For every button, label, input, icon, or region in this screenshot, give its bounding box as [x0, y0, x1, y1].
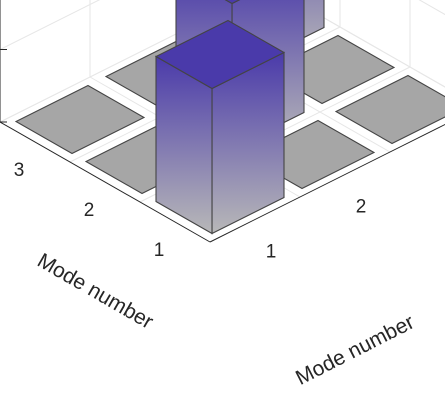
- y-tick-label: 1: [154, 240, 165, 261]
- x-tick-label: 1: [266, 242, 277, 263]
- bar-zero-1-3: [334, 74, 445, 145]
- y-tick-label: 2: [84, 200, 95, 221]
- axes: [0, 0, 445, 243]
- y-tick-label: 3: [14, 160, 25, 181]
- y-axis-line: [0, 121, 211, 243]
- x-tick-label: 2: [356, 197, 367, 218]
- bar-top-face: [154, 19, 286, 90]
- bars: [14, 0, 445, 235]
- x-axis-line: [209, 123, 445, 243]
- bar-top-face: [224, 0, 241, 5]
- bar-1-1: [154, 19, 286, 235]
- bar-zero-3-1: [14, 84, 146, 155]
- x-axis-label: Mode number: [292, 311, 418, 390]
- y-axis-label: Mode number: [33, 249, 157, 334]
